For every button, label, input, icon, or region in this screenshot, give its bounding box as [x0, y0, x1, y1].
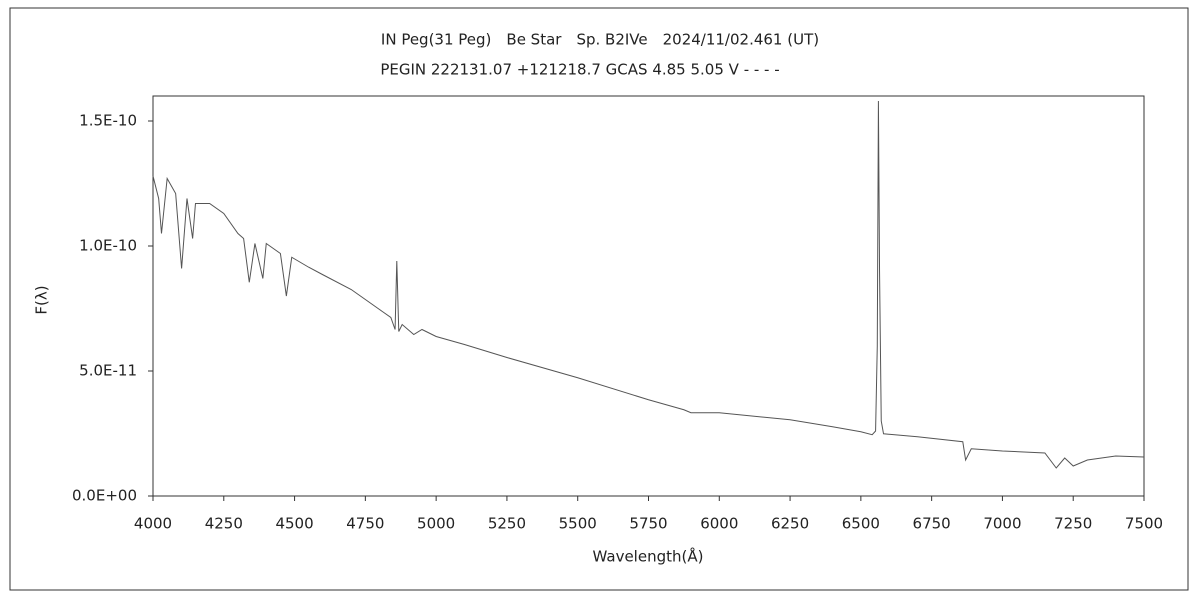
x-tick-label: 5250: [488, 515, 526, 533]
chart-title: IN Peg(31 Peg) Be Star Sp. B2IVe 2024/11…: [381, 31, 819, 49]
x-tick-label: 5000: [417, 515, 455, 533]
x-axis-label: Wavelength(Å): [593, 547, 704, 566]
y-tick-label: 0.0E+00: [72, 487, 137, 505]
x-tick-label: 4500: [275, 515, 313, 533]
x-tick-label: 7500: [1125, 515, 1163, 533]
x-tick-label: 5750: [629, 515, 667, 533]
y-tick-label: 5.0E-11: [79, 362, 137, 380]
y-tick-label: 1.0E-10: [79, 237, 137, 255]
x-tick-label: 4000: [134, 515, 172, 533]
x-tick-label: 6750: [913, 515, 951, 533]
x-tick-label: 6000: [700, 515, 738, 533]
x-tick-label: 4750: [346, 515, 384, 533]
x-tick-label: 7000: [983, 515, 1021, 533]
y-axis-label: F(λ): [33, 285, 51, 314]
plot-frame: [152, 95, 1145, 497]
chart-subtitle: PEGIN 222131.07 +121218.7 GCAS 4.85 5.05…: [380, 61, 779, 79]
x-tick-label: 6250: [771, 515, 809, 533]
outer-frame: [9, 7, 1189, 591]
spectrum-line: [152, 100, 1145, 469]
x-tick-label: 7250: [1054, 515, 1092, 533]
y-tick-label: 1.5E-10: [79, 112, 137, 130]
x-tick-label: 6500: [842, 515, 880, 533]
x-tick-label: 5500: [559, 515, 597, 533]
x-tick-label: 4250: [205, 515, 243, 533]
